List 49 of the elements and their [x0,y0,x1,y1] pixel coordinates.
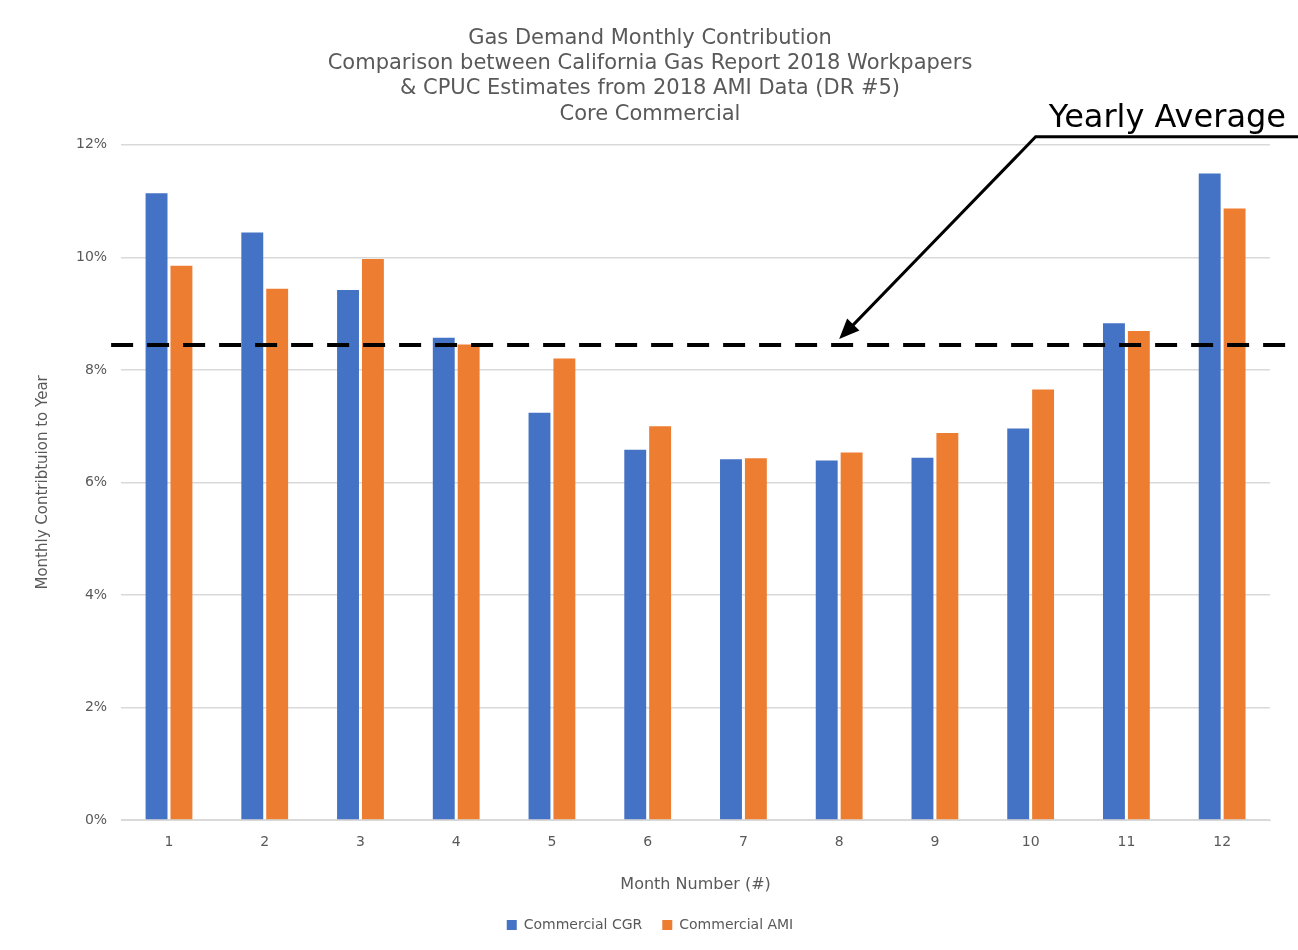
x-tick-label: 4 [451,833,461,850]
x-axis-title: Month Number (#) [620,873,771,893]
y-tick-label: 12% [75,135,108,152]
bar [337,289,359,820]
y-tick-label: 0% [84,810,108,827]
x-tick-label: 8 [834,833,844,850]
bar [170,265,193,820]
bar [1223,208,1246,820]
bar [553,358,576,820]
x-tick-label: 6 [643,833,653,850]
x-tick-label: 12 [1213,833,1232,850]
legend-label: Commercial AMI [679,915,794,932]
bar [936,432,959,820]
chart-title: Gas Demand Monthly Contribution Comparison between California Gas Report 2018 Workpapers & CPUC Estimates from 2018 AMI Data (DR #5) Core Commercial [327,25,973,125]
bar [1032,389,1055,820]
y-tick-label: 4% [84,585,108,602]
bar [266,288,289,820]
x-tick-label: 10 [1021,833,1040,850]
bar [744,458,767,820]
y-tick-label: 2% [84,698,108,715]
y-axis-title: Monthly Contribtuion to Year [32,374,51,590]
bar [1102,323,1125,820]
x-tick-label: 7 [738,833,748,850]
y-tick-label: 10% [75,247,108,264]
legend-label: Commercial CGR [523,915,643,932]
bar [1127,331,1150,820]
bar [720,459,742,820]
bar [624,449,647,820]
x-tick-label: 11 [1117,833,1136,850]
bar [840,452,863,820]
bar [911,457,934,820]
bar [361,259,384,820]
x-tick-label: 2 [260,833,270,850]
y-tick-label: 6% [84,473,108,490]
bar [649,426,672,820]
bar [241,232,264,820]
bar [815,460,838,820]
x-tick-label: 5 [547,833,557,850]
bar [145,193,168,820]
y-tick-label: 8% [84,360,108,377]
bar [432,337,455,820]
bar [1007,428,1030,820]
bar [457,344,480,820]
bar [528,412,551,820]
x-tick-label: 1 [164,833,174,850]
x-tick-label: 3 [356,833,365,850]
x-tick-label: 9 [930,833,940,850]
bar [1198,173,1221,820]
text: Yearly Average [1047,97,1286,136]
